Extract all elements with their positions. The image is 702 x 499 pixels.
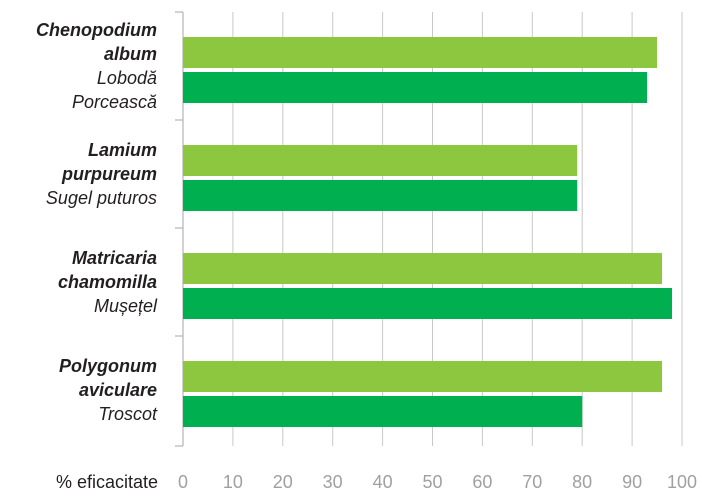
- bar: [183, 288, 673, 319]
- category-latin-name: Chenopodium: [36, 20, 157, 40]
- category-latin-name: Polygonum: [59, 356, 157, 376]
- x-tick-label: 70: [522, 472, 542, 492]
- bar: [183, 396, 583, 427]
- x-tick-label: 40: [373, 472, 393, 492]
- category-common-name: Troscot: [98, 404, 158, 424]
- x-tick-label: 30: [323, 472, 343, 492]
- bar: [183, 72, 648, 103]
- category-latin-name: Matricaria: [72, 248, 157, 268]
- category-labels: Chenopodium album Lobodă Porcească Lamium pur…: [36, 20, 158, 424]
- category-common-name: Sugel puturos: [46, 188, 157, 208]
- x-tick-label: 0: [178, 472, 188, 492]
- category-latin-name: album: [104, 44, 157, 64]
- bars: [183, 37, 673, 427]
- category-latin-name: chamomilla: [58, 272, 157, 292]
- bar: [183, 361, 663, 392]
- x-tick-label: 10: [223, 472, 243, 492]
- category-common-name: Mușețel: [94, 296, 158, 316]
- x-tick-label: 80: [572, 472, 592, 492]
- x-axis: % eficacitate 0 10 20 30 40 50 60 70 80 90 100: [56, 472, 697, 492]
- x-tick-label: 90: [622, 472, 642, 492]
- x-tick-label: 20: [273, 472, 293, 492]
- category-common-name: Lobodă: [97, 68, 157, 88]
- x-tick-label: 100: [667, 472, 697, 492]
- x-axis-title: % eficacitate: [56, 472, 158, 492]
- bar: [183, 253, 663, 284]
- category-latin-name: purpureum: [61, 164, 157, 184]
- bar: [183, 145, 578, 176]
- category-latin-name: Lamium: [88, 140, 157, 160]
- category-latin-name: aviculare: [79, 380, 157, 400]
- category-common-name: Porcească: [72, 92, 157, 112]
- bar: [183, 180, 578, 211]
- bar: [183, 37, 658, 68]
- x-tick-label: 60: [472, 472, 492, 492]
- x-tick-label: 50: [422, 472, 442, 492]
